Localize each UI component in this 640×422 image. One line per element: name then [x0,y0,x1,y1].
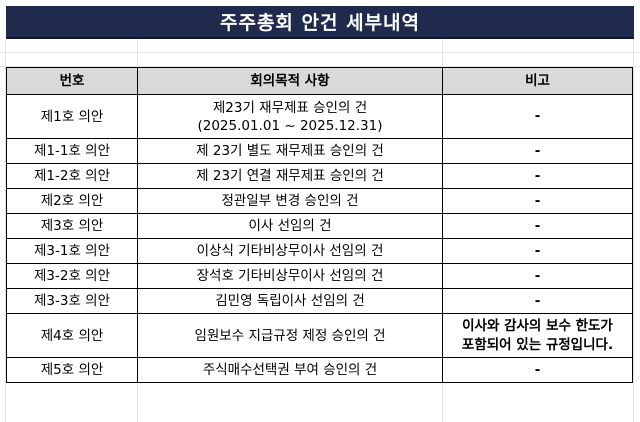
agenda-number: 제3호 의안 [6,213,138,239]
agenda-note-line: 포함되어 있는 규정입니다. [461,336,614,353]
agenda-number: 제5호 의안 [6,357,138,383]
agenda-purpose: 김민영 독립이사 선임의 건 [137,288,443,314]
agenda-note: - [442,94,633,139]
agenda-note: - [442,163,633,189]
agenda-number: 제1-2호 의안 [6,163,138,189]
agenda-purpose: 이상식 기타비상무이사 선임의 건 [137,238,443,264]
agenda-note: - [442,263,633,289]
table-row: 제4호 의안 임원보수 지급규정 제정 승인의 건 이사와 감사의 보수 한도가… [6,313,633,358]
table-row: 제1-2호 의안 제 23기 연결 재무제표 승인의 건 - [6,163,633,189]
agenda-purpose: 제23기 재무제표 승인의 건 (2025.01.01 ~ 2025.12.31… [137,94,443,139]
page-title-text: 주주총회 안건 세부내역 [219,12,421,34]
table-row: 제2호 의안 정관일부 변경 승인의 건 - [6,188,633,214]
agenda-note: - [442,188,633,214]
sheet-gridline [633,39,634,422]
agenda-note: - [442,288,633,314]
agenda-purpose: 제 23기 별도 재무제표 승인의 건 [137,138,443,164]
agenda-purpose: 주식매수선택권 부여 승인의 건 [137,357,443,383]
agenda-note-line: 이사와 감사의 보수 한도가 [462,317,613,334]
agenda-note: - [442,213,633,239]
agenda-purpose-line: 제23기 재무제표 승인의 건 [212,99,368,116]
table-header-row: 번호 회의목적 사항 비고 [6,67,633,95]
agenda-purpose: 장석호 기타비상무이사 선임의 건 [137,263,443,289]
header-number: 번호 [6,67,138,95]
table-row: 제1호 의안 제23기 재무제표 승인의 건 (2025.01.01 ~ 202… [6,94,633,139]
table-row: 제3-1호 의안 이상식 기타비상무이사 선임의 건 - [6,238,633,264]
agenda-number: 제3-2호 의안 [6,263,138,289]
sheet-gridline [0,52,640,53]
sheet-gridline [5,39,6,422]
agenda-number: 제4호 의안 [6,313,138,358]
table-row: 제3-2호 의안 장석호 기타비상무이사 선임의 건 - [6,263,633,289]
agenda-table: 번호 회의목적 사항 비고 제1호 의안 제23기 재무제표 승인의 건 (20… [6,67,633,383]
header-note: 비고 [442,67,633,95]
table-row: 제3-3호 의안 김민영 독립이사 선임의 건 - [6,288,633,314]
agenda-note: - [442,357,633,383]
agenda-purpose: 임원보수 지급규정 제정 승인의 건 [137,313,443,358]
agenda-note: - [442,138,633,164]
agenda-number: 제1호 의안 [6,94,138,139]
agenda-purpose: 정관일부 변경 승인의 건 [137,188,443,214]
agenda-note: - [442,238,633,264]
table-row: 제3호 의안 이사 선임의 건 - [6,213,633,239]
agenda-number: 제1-1호 의안 [6,138,138,164]
sheet-gridline [0,66,640,67]
agenda-purpose: 이사 선임의 건 [137,213,443,239]
title-underline [6,37,634,39]
table-row: 제5호 의안 주식매수선택권 부여 승인의 건 - [6,357,633,383]
page-title: 주주총회 안건 세부내역 [6,6,634,37]
agenda-number: 제3-3호 의안 [6,288,138,314]
agenda-number: 제3-1호 의안 [6,238,138,264]
agenda-purpose-line: (2025.01.01 ~ 2025.12.31) [197,117,383,134]
agenda-note: 이사와 감사의 보수 한도가 포함되어 있는 규정입니다. [442,313,633,358]
agenda-number: 제2호 의안 [6,188,138,214]
agenda-purpose: 제 23기 연결 재무제표 승인의 건 [137,163,443,189]
header-purpose: 회의목적 사항 [137,67,443,95]
table-row: 제1-1호 의안 제 23기 별도 재무제표 승인의 건 - [6,138,633,164]
